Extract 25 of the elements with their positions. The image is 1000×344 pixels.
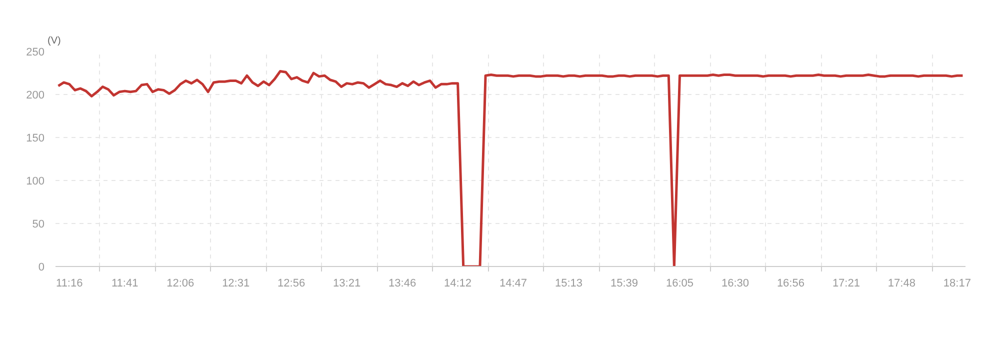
x-tick-label: 15:39	[610, 278, 638, 290]
y-tick-label: 0	[38, 262, 45, 274]
x-tick-label: 18:17	[943, 278, 971, 290]
x-tick-label: 13:21	[333, 278, 361, 290]
x-tick-label: 17:21	[832, 278, 860, 290]
y-tick-label: 250	[26, 46, 45, 58]
y-tick-label: 150	[26, 132, 45, 144]
x-tick-label: 16:30	[721, 278, 749, 290]
x-tick-label: 12:06	[166, 278, 194, 290]
x-tick-label: 16:56	[776, 278, 804, 290]
y-tick-label: 50	[32, 218, 45, 230]
y-tick-label: 200	[26, 90, 45, 102]
x-tick-label: 12:31	[222, 278, 250, 290]
x-tick-label: 16:05	[666, 278, 694, 290]
y-tick-label: 100	[26, 176, 45, 188]
x-tick-label: 11:41	[112, 278, 138, 290]
x-tick-label: 11:16	[56, 278, 83, 290]
y-axis-title: (V)	[48, 36, 61, 46]
line-series	[57, 70, 964, 266]
x-tick-label: 14:47	[500, 278, 528, 290]
x-tick-label: 12:56	[278, 278, 306, 290]
x-tick-label: 14:12	[444, 278, 472, 290]
x-tick-label: 17:48	[888, 278, 916, 290]
x-tick-label: 15:13	[555, 278, 583, 290]
x-tick-label: 13:46	[388, 278, 416, 290]
